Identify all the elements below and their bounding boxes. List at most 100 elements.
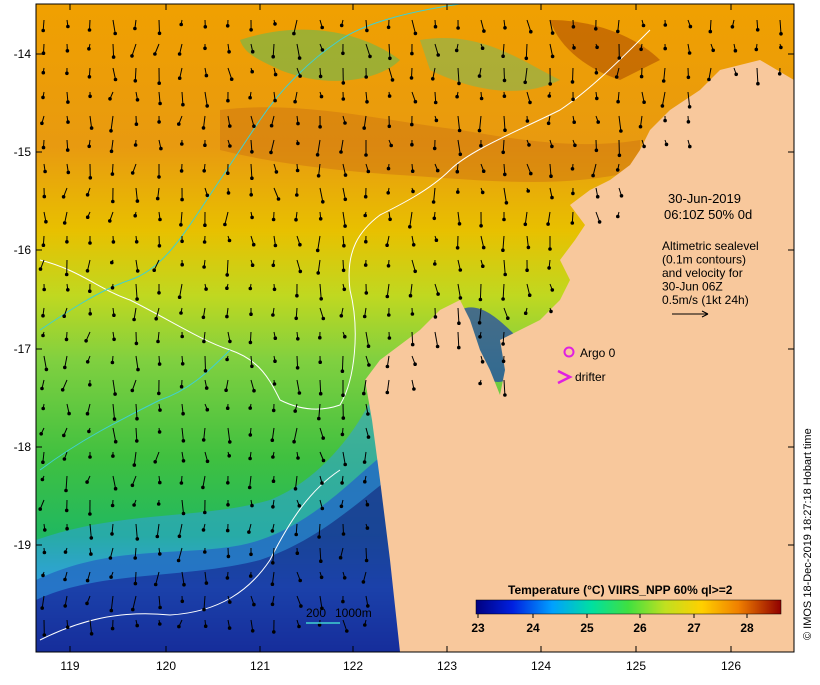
velocity-arrow-head bbox=[134, 144, 137, 147]
velocity-arrow-head bbox=[528, 144, 531, 147]
velocity-arrow-head bbox=[67, 171, 70, 174]
velocity-arrow-head bbox=[597, 121, 600, 124]
velocity-arrow-head bbox=[524, 223, 527, 226]
velocity-arrow-head bbox=[414, 100, 417, 103]
velocity-arrow-head bbox=[253, 125, 256, 128]
velocity-arrow-head bbox=[226, 358, 229, 361]
velocity-arrow-head bbox=[228, 627, 231, 630]
velocity-arrow-head bbox=[202, 529, 205, 532]
velocity-arrow-head bbox=[505, 202, 508, 205]
velocity-arrow-head bbox=[229, 340, 232, 343]
velocity-arrow-head bbox=[689, 25, 692, 28]
velocity-arrow-head bbox=[387, 192, 390, 195]
velocity-arrow-head bbox=[227, 482, 230, 485]
velocity-arrow-head bbox=[42, 314, 45, 317]
velocity-arrow-head bbox=[181, 143, 184, 146]
velocity-arrow-head bbox=[411, 313, 414, 316]
velocity-arrow-head bbox=[344, 174, 347, 177]
velocity-arrow-head bbox=[318, 417, 321, 420]
velocity-arrow-head bbox=[113, 338, 116, 341]
velocity-arrow-head bbox=[478, 75, 481, 78]
velocity-arrow-head bbox=[44, 529, 47, 532]
velocity-arrow-head bbox=[573, 47, 576, 50]
velocity-arrow-head bbox=[110, 130, 113, 133]
velocity-arrow-head bbox=[364, 264, 367, 267]
velocity-arrow-head bbox=[386, 295, 389, 298]
velocity-arrow-head bbox=[367, 413, 370, 416]
velocity-arrow-head bbox=[366, 527, 369, 530]
velocity-arrow-head bbox=[248, 531, 251, 534]
velocity-arrow-head bbox=[136, 298, 139, 301]
velocity-arrow-head bbox=[229, 125, 232, 128]
velocity-arrow-head bbox=[757, 82, 760, 85]
velocity-arrow-head bbox=[458, 223, 461, 226]
velocity-arrow-head bbox=[180, 385, 183, 388]
velocity-arrow-head bbox=[433, 217, 436, 220]
lon-tick-label: 120 bbox=[156, 659, 176, 673]
velocity-arrow-head bbox=[249, 96, 252, 99]
velocity-arrow-head bbox=[178, 625, 181, 628]
velocity-arrow-head bbox=[414, 270, 417, 273]
velocity-arrow-head bbox=[434, 101, 437, 104]
velocity-arrow-head bbox=[114, 440, 117, 443]
velocity-arrow-head bbox=[525, 57, 528, 60]
velocity-arrow-head bbox=[296, 367, 299, 370]
velocity-arrow-head bbox=[39, 508, 42, 511]
velocity-arrow-head bbox=[136, 99, 139, 102]
velocity-arrow-head bbox=[158, 245, 161, 248]
velocity-arrow-head bbox=[112, 241, 115, 244]
velocity-arrow-head bbox=[114, 487, 117, 490]
velocity-arrow-head bbox=[203, 608, 206, 611]
velocity-arrow-head bbox=[479, 298, 482, 301]
velocity-arrow-head bbox=[43, 634, 46, 637]
velocity-arrow-head bbox=[180, 482, 183, 485]
velocity-arrow-head bbox=[229, 441, 232, 444]
velocity-arrow-head bbox=[181, 600, 184, 603]
velocity-arrow-head bbox=[387, 167, 390, 170]
velocity-arrow-head bbox=[299, 243, 302, 246]
velocity-arrow-head bbox=[299, 270, 302, 273]
velocity-arrow-head bbox=[321, 507, 324, 510]
velocity-arrow-head bbox=[251, 177, 254, 180]
colorbar-tick-label: 23 bbox=[471, 621, 485, 635]
velocity-arrow-head bbox=[455, 49, 458, 52]
velocity-arrow bbox=[366, 548, 367, 561]
velocity-arrow-head bbox=[111, 361, 114, 364]
velocity-arrow-head bbox=[154, 53, 157, 56]
velocity-arrow-head bbox=[664, 119, 667, 122]
velocity-arrow-head bbox=[322, 437, 325, 440]
velocity-arrow-head bbox=[64, 551, 67, 554]
velocity-arrow-head bbox=[342, 533, 345, 536]
velocity-arrow-head bbox=[86, 270, 89, 273]
velocity-arrow-head bbox=[341, 433, 344, 436]
velocity-arrow-head bbox=[110, 150, 113, 153]
velocity-arrow-head bbox=[320, 560, 323, 563]
velocity-arrow-head bbox=[204, 370, 207, 373]
velocity-arrow-head bbox=[343, 577, 346, 580]
velocity-arrow-head bbox=[272, 480, 275, 483]
velocity-arrow-head bbox=[277, 198, 280, 201]
velocity-arrow-head bbox=[90, 553, 93, 556]
velocity-arrow-head bbox=[388, 337, 391, 340]
velocity-arrow-head bbox=[616, 169, 619, 172]
velocity-arrow-head bbox=[457, 27, 460, 30]
colorbar bbox=[476, 600, 781, 614]
drifter-label: drifter bbox=[575, 370, 606, 384]
velocity-arrow-head bbox=[158, 292, 161, 295]
velocity-arrow-head bbox=[617, 30, 620, 33]
velocity-arrow bbox=[135, 68, 136, 81]
velocity-arrow-head bbox=[224, 223, 227, 226]
velocity-arrow-head bbox=[297, 142, 300, 145]
velocity-arrow-head bbox=[550, 310, 553, 313]
velocity-arrow-head bbox=[388, 314, 391, 317]
velocity-arrow-head bbox=[369, 55, 372, 58]
velocity-arrow-head bbox=[571, 168, 574, 171]
velocity-arrow-head bbox=[249, 341, 252, 344]
velocity-arrow-head bbox=[409, 294, 412, 297]
velocity-arrow-head bbox=[158, 392, 161, 395]
velocity-arrow-head bbox=[203, 266, 206, 269]
velocity-arrow-head bbox=[298, 625, 301, 628]
velocity-arrow-head bbox=[274, 337, 277, 340]
velocity-arrow-head bbox=[503, 218, 506, 221]
velocity-arrow-head bbox=[547, 122, 550, 125]
